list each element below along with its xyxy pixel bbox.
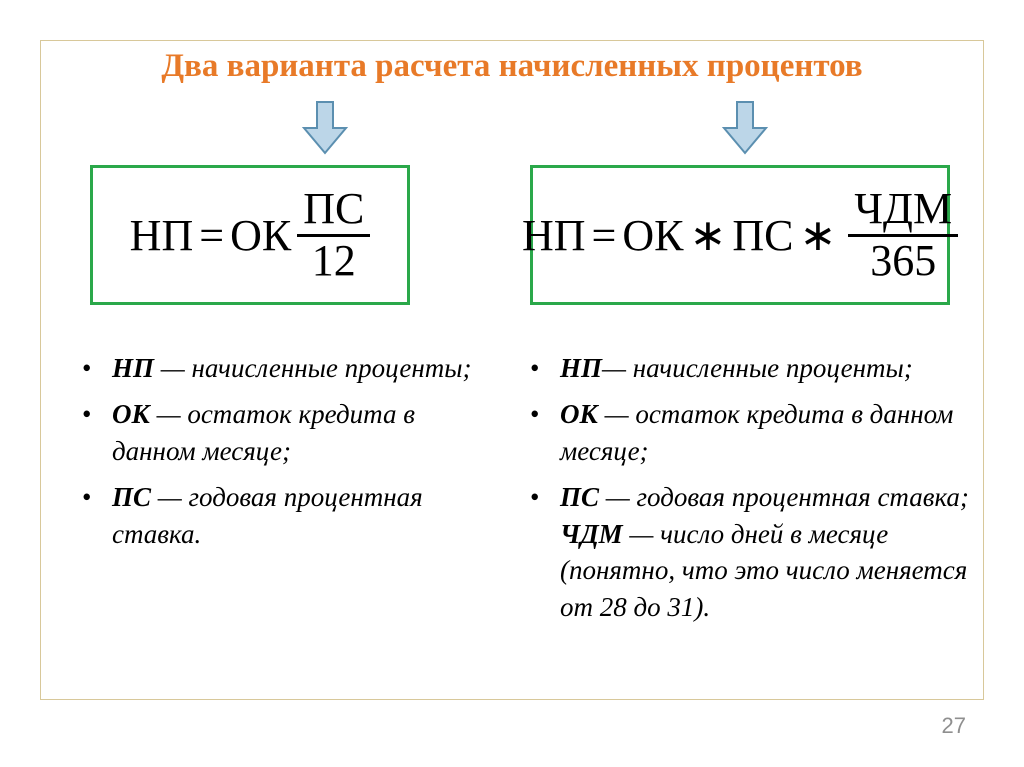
legend-term: ПС — [112, 482, 151, 512]
legend-item: НП — начисленные проценты; — [72, 350, 502, 386]
legend-term: ЧДМ — [560, 519, 623, 549]
formula-part2: ПС — [732, 210, 793, 261]
arrow-down-icon — [300, 100, 350, 160]
formula-rhs-pre: ОК — [230, 210, 291, 261]
formula-daily: НП = ОК ∗ ПС ∗ ЧДМ 365 — [522, 185, 958, 285]
equals-sign: = — [592, 210, 617, 261]
formula-lhs: НП — [522, 210, 586, 261]
legend-term: НП — [560, 353, 602, 383]
legend-desc: — остаток кредита в данном месяце; — [560, 399, 953, 465]
formula-box-daily: НП = ОК ∗ ПС ∗ ЧДМ 365 — [530, 165, 950, 305]
formula-monthly: НП = ОК ПС 12 — [130, 185, 371, 285]
multiply-sign: ∗ — [689, 210, 726, 261]
legend-desc: — начисленные проценты; — [602, 353, 913, 383]
arrow-down-icon — [720, 100, 770, 160]
legend-right: НП— начисленные проценты; ОК — остаток к… — [520, 350, 990, 635]
fraction-denominator: 12 — [306, 237, 362, 285]
formula-lhs: НП — [130, 210, 194, 261]
fraction-denominator: 365 — [864, 237, 942, 285]
legend-desc: — остаток кредита в данном месяце; — [112, 399, 415, 465]
equals-sign: = — [199, 210, 224, 261]
legend-item: ОК — остаток кредита в данном месяце; — [72, 396, 502, 469]
legend-term: ОК — [112, 399, 150, 429]
formula-part1: ОК — [622, 210, 683, 261]
formula-box-monthly: НП = ОК ПС 12 — [90, 165, 410, 305]
legend-term: ОК — [560, 399, 598, 429]
page-number: 27 — [942, 713, 966, 739]
legend-left: НП — начисленные проценты; ОК — остаток … — [72, 350, 502, 562]
legend-item: ОК — остаток кредита в данном месяце; — [520, 396, 990, 469]
fraction: ЧДМ 365 — [848, 185, 958, 285]
legend-desc: — годовая процентная ставка; — [599, 482, 969, 512]
legend-item: НП— начисленные проценты; — [520, 350, 990, 386]
legend-desc: — годовая процентная ставка. — [112, 482, 423, 548]
multiply-sign: ∗ — [799, 210, 836, 261]
slide-title: Два варианта расчета начисленных процент… — [0, 48, 1024, 85]
legend-item: ПС — годовая процентная ставка. — [72, 479, 502, 552]
legend-item: ПС — годовая процентная ставка; ЧДМ — чи… — [520, 479, 990, 625]
fraction-numerator: ЧДМ — [848, 185, 958, 233]
fraction: ПС 12 — [297, 185, 370, 285]
legend-desc: — начисленные проценты; — [154, 353, 471, 383]
fraction-numerator: ПС — [297, 185, 370, 233]
legend-term: НП — [112, 353, 154, 383]
legend-term: ПС — [560, 482, 599, 512]
